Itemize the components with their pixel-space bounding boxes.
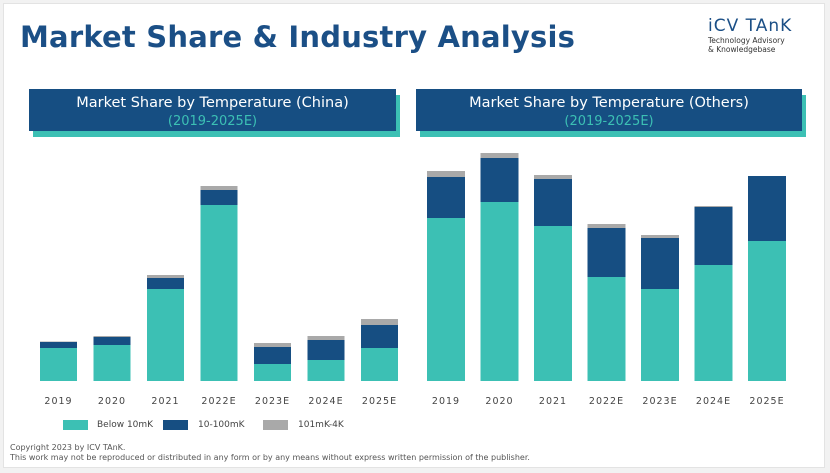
bar-chart1-2020-101mk-4k xyxy=(93,336,131,337)
bar-chart2-2022E-101mk-4k xyxy=(587,224,626,228)
bar-chart2-2020-10-100mk xyxy=(480,158,519,202)
bar-chart2-2023E-10-100mk xyxy=(641,238,679,289)
panel-left-title: Market Share by Temperature (China) xyxy=(76,95,349,111)
bar-chart1-2025E-below-10mk xyxy=(361,348,398,381)
legend-label-101mk-4k: 101mK-4K xyxy=(298,420,344,430)
tick-label-chart1-2021: 2021 xyxy=(151,396,179,407)
brand-tagline-2: & Knowledgebase xyxy=(708,45,776,54)
bar-chart2-2025E-10-100mk xyxy=(748,176,786,241)
tick-label-chart1-2024E: 2024E xyxy=(308,396,343,407)
brand-logo: iCV TAnK Technology Advisory & Knowledge… xyxy=(708,16,792,54)
tick-label-chart2-2025E: 2025E xyxy=(749,396,784,407)
bar-chart2-2020-101mk-4k xyxy=(480,153,519,158)
bar-chart2-2020-below-10mk xyxy=(480,202,519,381)
bar-chart2-2021-101mk-4k xyxy=(534,175,572,179)
legend-swatch-10-100mk xyxy=(163,420,188,430)
bar-chart2-2022E-below-10mk xyxy=(587,277,626,381)
slide xyxy=(3,3,825,468)
copyright-line-1: Copyright 2023 by ICV TAnK. xyxy=(10,443,126,452)
brand-tagline-1: Technology Advisory xyxy=(708,36,785,45)
brand-name: iCV TAnK xyxy=(708,16,793,36)
tick-label-chart2-2023E: 2023E xyxy=(642,396,677,407)
bar-chart1-2020-10-100mk xyxy=(93,337,131,345)
bar-chart2-2021-10-100mk xyxy=(534,179,572,226)
panel-left-subtitle: (2019-2025E) xyxy=(167,114,258,129)
bar-chart1-2025E-10-100mk xyxy=(361,325,398,348)
tick-label-chart1-2023E: 2023E xyxy=(255,396,290,407)
tick-label-chart1-2019: 2019 xyxy=(44,396,72,407)
panel-left-header: Market Share by Temperature (China) (201… xyxy=(29,89,396,131)
bar-chart1-2023E-below-10mk xyxy=(254,364,291,381)
bar-chart2-2023E-below-10mk xyxy=(641,289,679,381)
tick-label-chart2-2021: 2021 xyxy=(539,396,567,407)
bar-chart1-2022E-101mk-4k xyxy=(200,186,238,190)
bar-chart1-2024E-below-10mk xyxy=(307,360,345,381)
bar-chart2-2024E-101mk-4k xyxy=(694,206,733,207)
copyright-line-2: This work may not be reproduced or distr… xyxy=(10,453,530,462)
bar-chart1-2019-below-10mk xyxy=(40,348,77,381)
bar-chart1-2024E-10-100mk xyxy=(307,340,345,360)
panel-right-header: Market Share by Temperature (Others) (20… xyxy=(416,89,802,131)
bar-chart1-2021-10-100mk xyxy=(147,278,184,289)
copyright-notice: Copyright 2023 by ICV TAnK. This work ma… xyxy=(10,443,530,463)
bar-chart2-2025E-below-10mk xyxy=(748,241,786,381)
bar-chart2-2021-below-10mk xyxy=(534,226,572,381)
bar-chart2-2019-below-10mk xyxy=(427,218,465,381)
tick-label-chart1-2025E: 2025E xyxy=(362,396,397,407)
bar-chart2-2024E-10-100mk xyxy=(694,207,733,265)
bar-chart1-2024E-101mk-4k xyxy=(307,336,345,340)
bar-chart1-2025E-101mk-4k xyxy=(361,319,398,325)
bar-chart1-2019-10-100mk xyxy=(40,342,77,348)
legend-label-10-100mk: 10-100mK xyxy=(198,420,245,430)
bar-chart1-2020-below-10mk xyxy=(93,345,131,381)
bar-chart2-2024E-below-10mk xyxy=(694,265,733,381)
tick-label-chart1-2020: 2020 xyxy=(98,396,126,407)
bar-chart2-2019-101mk-4k xyxy=(427,171,465,177)
bar-chart1-2021-below-10mk xyxy=(147,289,184,381)
bar-chart2-2019-10-100mk xyxy=(427,177,465,218)
legend-label-below-10mk: Below 10mK xyxy=(97,420,154,430)
bar-chart1-2023E-101mk-4k xyxy=(254,343,291,347)
legend-swatch-below-10mk xyxy=(63,420,88,430)
tick-label-chart2-2024E: 2024E xyxy=(696,396,731,407)
panel-right-subtitle: (2019-2025E) xyxy=(564,114,654,129)
bar-chart1-2021-101mk-4k xyxy=(147,275,184,278)
tick-label-chart2-2019: 2019 xyxy=(432,396,460,407)
bar-chart1-2022E-10-100mk xyxy=(200,190,238,205)
bar-chart2-2023E-101mk-4k xyxy=(641,235,679,238)
panel-right-title: Market Share by Temperature (Others) xyxy=(469,95,749,111)
page-title: Market Share & Industry Analysis xyxy=(20,20,576,54)
tick-label-chart2-2022E: 2022E xyxy=(589,396,624,407)
bar-chart1-2019-101mk-4k xyxy=(40,341,77,342)
legend-swatch-101mk-4k xyxy=(263,420,288,430)
bar-chart2-2022E-10-100mk xyxy=(587,228,626,277)
tick-label-chart2-2020: 2020 xyxy=(485,396,513,407)
tick-label-chart1-2022E: 2022E xyxy=(201,396,236,407)
bar-chart1-2022E-below-10mk xyxy=(200,205,238,381)
bar-chart1-2023E-10-100mk xyxy=(254,347,291,364)
